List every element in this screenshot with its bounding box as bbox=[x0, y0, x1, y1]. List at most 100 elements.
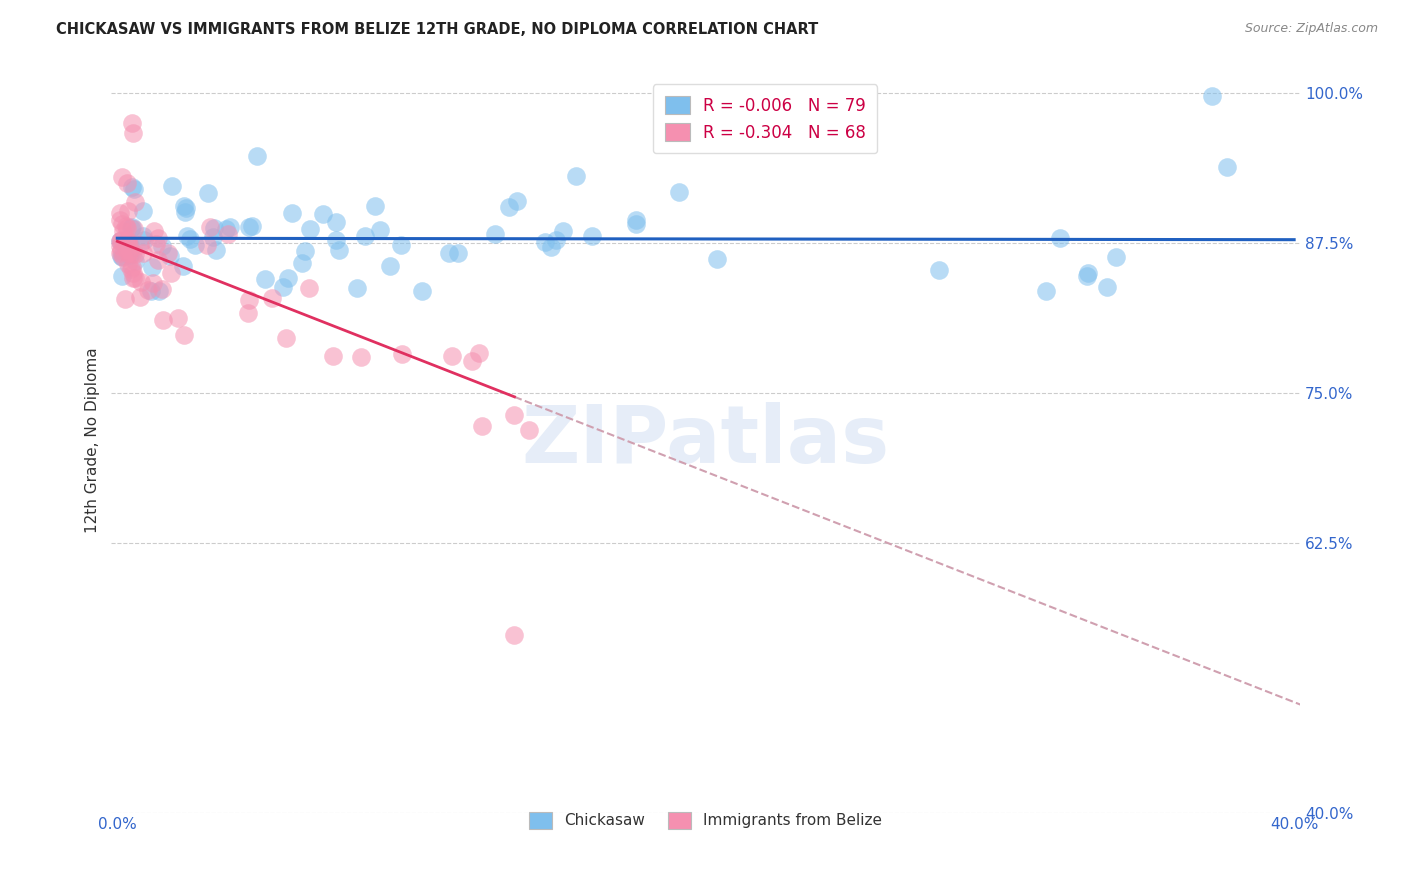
Point bbox=[544, 233, 567, 247]
Point bbox=[121, 246, 143, 260]
Point bbox=[195, 238, 218, 252]
Point bbox=[173, 199, 195, 213]
Point bbox=[200, 220, 222, 235]
Point bbox=[506, 194, 529, 208]
Point bbox=[110, 212, 132, 227]
Point bbox=[120, 262, 142, 277]
Point bbox=[624, 217, 647, 231]
Point bbox=[297, 281, 319, 295]
Point bbox=[553, 224, 575, 238]
Point bbox=[115, 243, 138, 257]
Point bbox=[484, 227, 506, 241]
Point bbox=[148, 284, 170, 298]
Point bbox=[121, 116, 143, 130]
Point bbox=[202, 221, 225, 235]
Legend: Chickasaw, Immigrants from Belize: Chickasaw, Immigrants from Belize bbox=[523, 805, 889, 835]
Point bbox=[706, 252, 728, 266]
Point bbox=[447, 245, 470, 260]
Point bbox=[274, 331, 297, 345]
Point bbox=[219, 220, 242, 235]
Point bbox=[124, 195, 146, 210]
Point bbox=[117, 234, 139, 248]
Point bbox=[503, 408, 526, 422]
Point bbox=[260, 291, 283, 305]
Point bbox=[152, 313, 174, 327]
Point bbox=[468, 346, 491, 360]
Point bbox=[132, 246, 155, 260]
Point bbox=[129, 238, 152, 252]
Point bbox=[271, 279, 294, 293]
Point bbox=[173, 327, 195, 342]
Point bbox=[281, 205, 304, 219]
Point bbox=[471, 419, 494, 434]
Point bbox=[928, 263, 950, 277]
Point bbox=[184, 238, 207, 252]
Point bbox=[174, 201, 197, 215]
Point bbox=[172, 259, 194, 273]
Point bbox=[498, 200, 520, 214]
Point bbox=[121, 127, 143, 141]
Point bbox=[1097, 280, 1119, 294]
Point bbox=[111, 217, 134, 231]
Point bbox=[322, 349, 344, 363]
Point bbox=[277, 271, 299, 285]
Y-axis label: 12th Grade, No Diploma: 12th Grade, No Diploma bbox=[86, 348, 100, 533]
Point bbox=[179, 232, 201, 246]
Point bbox=[328, 243, 350, 257]
Point bbox=[110, 244, 132, 259]
Point bbox=[120, 244, 142, 258]
Point bbox=[111, 170, 134, 185]
Point bbox=[626, 212, 648, 227]
Point bbox=[391, 347, 413, 361]
Point bbox=[150, 282, 173, 296]
Point bbox=[150, 239, 173, 253]
Point bbox=[380, 259, 402, 273]
Point bbox=[117, 203, 139, 218]
Point bbox=[110, 234, 132, 248]
Point bbox=[146, 253, 169, 268]
Point bbox=[176, 229, 198, 244]
Point bbox=[197, 186, 219, 201]
Point bbox=[142, 276, 165, 290]
Point bbox=[122, 182, 145, 196]
Point bbox=[110, 249, 132, 263]
Point bbox=[246, 149, 269, 163]
Point bbox=[115, 219, 138, 234]
Point bbox=[124, 270, 146, 285]
Point bbox=[368, 223, 391, 237]
Point bbox=[118, 237, 141, 252]
Point bbox=[136, 283, 159, 297]
Point bbox=[201, 230, 224, 244]
Point bbox=[115, 176, 138, 190]
Point bbox=[325, 233, 347, 247]
Point bbox=[131, 228, 153, 243]
Point bbox=[111, 269, 134, 284]
Point bbox=[122, 271, 145, 285]
Point bbox=[124, 253, 146, 268]
Point bbox=[159, 266, 181, 280]
Point bbox=[205, 243, 228, 257]
Point bbox=[364, 198, 387, 212]
Point bbox=[240, 219, 263, 233]
Point bbox=[461, 354, 484, 368]
Point bbox=[114, 292, 136, 306]
Point bbox=[354, 229, 377, 244]
Text: CHICKASAW VS IMMIGRANTS FROM BELIZE 12TH GRADE, NO DIPLOMA CORRELATION CHART: CHICKASAW VS IMMIGRANTS FROM BELIZE 12TH… bbox=[56, 22, 818, 37]
Point bbox=[325, 215, 347, 229]
Point bbox=[236, 306, 259, 320]
Point bbox=[148, 231, 170, 245]
Point bbox=[159, 249, 181, 263]
Point bbox=[517, 423, 540, 437]
Point bbox=[115, 221, 138, 235]
Point bbox=[121, 219, 143, 234]
Point bbox=[111, 224, 134, 238]
Point bbox=[122, 266, 145, 280]
Point bbox=[110, 206, 132, 220]
Point bbox=[437, 246, 460, 260]
Point bbox=[117, 242, 139, 256]
Point bbox=[129, 275, 152, 289]
Point bbox=[111, 250, 134, 264]
Point bbox=[254, 272, 277, 286]
Point bbox=[139, 284, 162, 298]
Point bbox=[117, 257, 139, 271]
